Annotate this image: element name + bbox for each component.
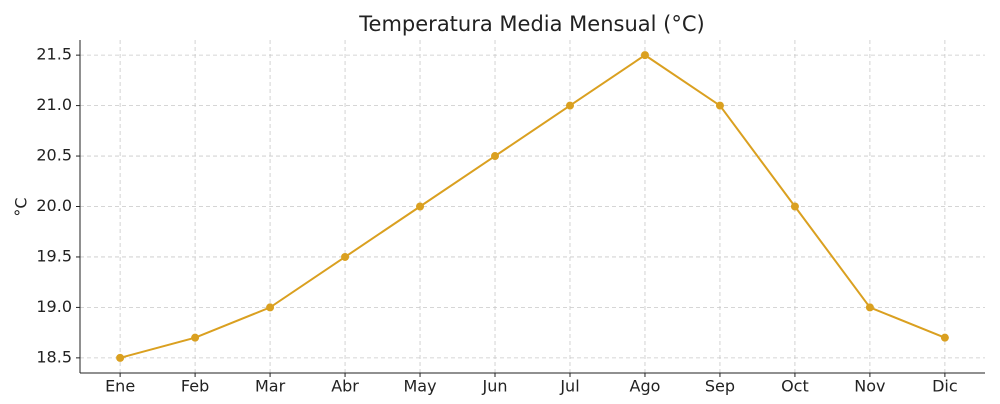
x-tick-label: May <box>403 377 436 396</box>
data-point <box>940 333 949 342</box>
chart-title: Temperatura Media Mensual (°C) <box>358 12 704 36</box>
y-tick-label: 19.5 <box>36 246 72 265</box>
x-tick-label: Ago <box>630 377 661 396</box>
x-tick-label: Nov <box>854 377 885 396</box>
y-tick-label: 21.0 <box>36 95 72 114</box>
data-line <box>119 53 946 359</box>
x-tick-label: Dic <box>932 377 958 396</box>
y-tick-label: 20.0 <box>36 196 72 215</box>
data-point <box>865 303 874 312</box>
y-tick-label: 18.5 <box>36 347 72 366</box>
y-tick-label: 19.0 <box>36 297 72 316</box>
y-tick-label: 21.5 <box>36 45 72 64</box>
data-point <box>640 51 649 60</box>
x-tick-label: Oct <box>781 377 809 396</box>
x-tick-label: Sep <box>705 377 735 396</box>
x-tick-label: Abr <box>331 377 359 396</box>
x-tick-label: Ene <box>105 377 135 396</box>
data-point <box>715 101 724 110</box>
x-tick-label: Feb <box>181 377 209 396</box>
x-tick-label: Mar <box>255 377 286 396</box>
data-point <box>191 333 200 342</box>
data-point <box>790 202 799 211</box>
data-point <box>491 152 500 161</box>
data-point <box>565 101 574 110</box>
y-axis-label: °C <box>12 197 31 216</box>
data-point <box>341 252 350 261</box>
data-point <box>416 202 425 211</box>
data-point <box>116 353 125 362</box>
x-tick-label: Jun <box>482 377 508 396</box>
y-tick-label: 20.5 <box>36 146 72 165</box>
data-point <box>266 303 275 312</box>
x-tick-label: Jul <box>559 377 579 396</box>
